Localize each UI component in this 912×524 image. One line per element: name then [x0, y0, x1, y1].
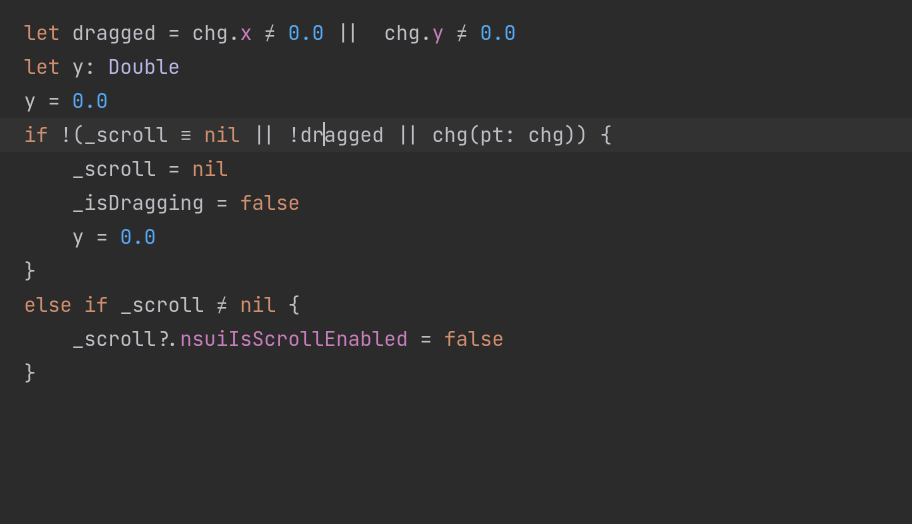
code-token: y — [432, 20, 444, 46]
code-token: 0.0 — [72, 88, 108, 114]
code-token: ≠ — [444, 20, 480, 46]
code-token: || — [240, 122, 288, 148]
code-token: y — [24, 88, 36, 114]
code-token: _scroll — [72, 156, 156, 182]
code-line[interactable]: let y: Double — [0, 50, 912, 84]
code-token: = — [408, 326, 444, 352]
code-token: Double — [108, 54, 180, 80]
code-line[interactable]: _isDragging = false — [0, 186, 912, 220]
code-token: chg(pt: chg)) — [432, 122, 588, 148]
code-token: . — [228, 20, 240, 46]
code-token: nil — [192, 156, 228, 182]
code-token: 0.0 — [480, 20, 516, 46]
code-line[interactable]: let dragged = chg.x ≠ 0.0 || chg.y ≠ 0.0 — [0, 16, 912, 50]
code-line[interactable]: y = 0.0 — [0, 84, 912, 118]
code-token: : — [84, 54, 108, 80]
code-token: _scroll — [120, 292, 204, 318]
code-token: let — [24, 20, 60, 46]
code-token: nsuiIsScrollEnabled — [180, 326, 408, 352]
code-token: chg — [192, 20, 228, 46]
code-line[interactable]: else if _scroll ≠ nil { — [0, 288, 912, 322]
code-token: _scroll — [84, 122, 168, 148]
code-token: ! — [288, 122, 300, 148]
code-token: agged — [324, 122, 384, 148]
code-token: let — [24, 54, 60, 80]
code-token: || — [324, 20, 372, 46]
code-token: 0.0 — [120, 224, 156, 250]
code-line[interactable]: _scroll = nil — [0, 152, 912, 186]
code-token: ≡ — [168, 122, 204, 148]
code-token: nil — [240, 292, 276, 318]
code-token — [60, 54, 72, 80]
code-token: if — [24, 122, 48, 148]
code-line[interactable]: if !(_scroll ≡ nil || !dragged || chg(pt… — [0, 118, 912, 152]
code-token: ≠ — [252, 20, 288, 46]
code-token: || — [384, 122, 432, 148]
code-token: x — [240, 20, 252, 46]
code-token: false — [240, 190, 300, 216]
code-token: ?. — [156, 326, 180, 352]
code-token: _scroll — [72, 326, 156, 352]
code-token: chg — [384, 20, 420, 46]
code-token — [108, 292, 120, 318]
code-token: nil — [204, 122, 240, 148]
code-line[interactable]: y = 0.0 — [0, 220, 912, 254]
code-token: ≠ — [204, 292, 240, 318]
code-token: _isDragging — [72, 190, 204, 216]
code-token: = — [156, 20, 192, 46]
code-token: = — [36, 88, 72, 114]
code-token: false — [444, 326, 504, 352]
code-token: { — [276, 292, 300, 318]
code-token — [72, 292, 84, 318]
code-token: y — [72, 54, 84, 80]
code-token — [372, 20, 384, 46]
code-token — [60, 20, 72, 46]
code-token: { — [588, 122, 612, 148]
code-token: = — [156, 156, 192, 182]
code-editor[interactable]: let dragged = chg.x ≠ 0.0 || chg.y ≠ 0.0… — [0, 0, 912, 390]
code-token: else — [24, 292, 72, 318]
code-token: dr — [300, 122, 324, 148]
code-token: . — [420, 20, 432, 46]
code-line[interactable]: } — [0, 254, 912, 288]
code-token: } — [24, 258, 36, 284]
code-line[interactable]: _scroll?.nsuiIsScrollEnabled = false — [0, 322, 912, 356]
code-token: = — [204, 190, 240, 216]
code-token: dragged — [72, 20, 156, 46]
code-token: if — [84, 292, 108, 318]
code-token: y — [72, 224, 84, 250]
code-token: } — [24, 360, 36, 386]
code-line[interactable]: } — [0, 356, 912, 390]
code-token: !( — [48, 122, 84, 148]
code-token: 0.0 — [288, 20, 324, 46]
code-token: = — [84, 224, 120, 250]
